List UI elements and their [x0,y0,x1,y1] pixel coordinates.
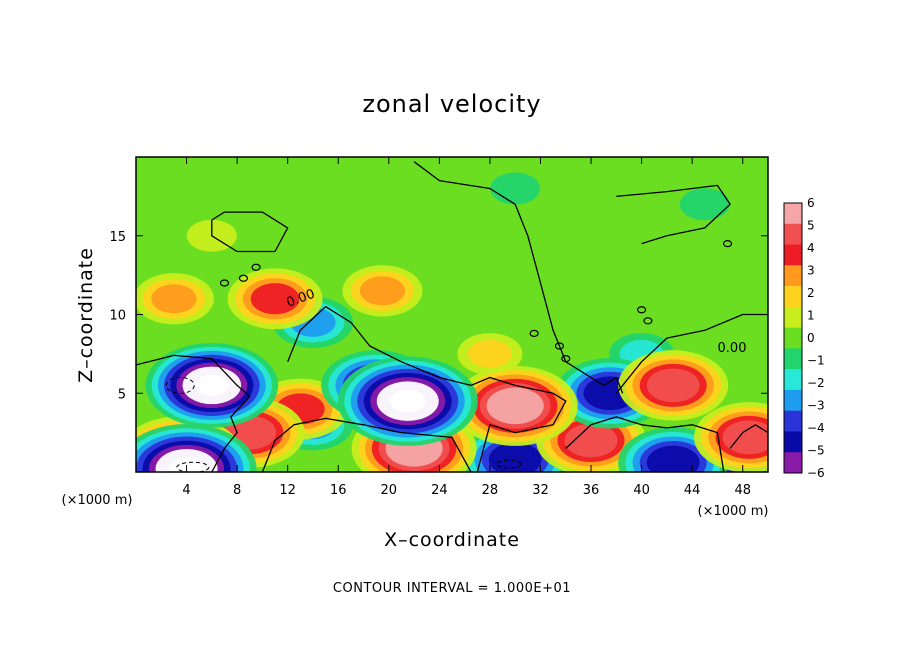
x-tick-label: 40 [633,483,650,498]
velocity-feature [694,402,768,472]
velocity-feature [679,188,730,221]
z-unit-label: (×1000 m) [62,493,133,508]
colorbar-swatch [784,369,802,391]
small-contour-loop [219,279,230,287]
velocity-feature [490,172,541,205]
x-tick-label: 20 [381,483,398,498]
zero-contour-line [615,313,768,394]
negative-contour [496,459,522,469]
x-tick-label: 44 [684,483,701,498]
colorbar-tick-label: 5 [807,219,815,233]
zero-contour-line [616,184,731,245]
colorbar-tick-label: 0 [807,331,815,345]
x-tick-label: 24 [431,483,448,498]
x-tick-label: 32 [532,483,549,498]
velocity-feature [227,268,323,330]
zero-contour-line [729,424,768,449]
zero-contours [136,161,768,472]
colorbar-tick-label: 3 [807,264,815,278]
colorbar-tick-label: 2 [807,286,815,300]
colorbar-tick-label: −5 [807,444,825,458]
colorbar: 6 5 4 3 2 1 0 −1 −2 −3 −4 −5 −6 [783,196,825,480]
colorbar-tick-label: −6 [807,466,825,480]
contour-interval-note: CONTOUR INTERVAL = 1.000E+01 [333,581,571,596]
x-unit-label: (×1000 m) [698,504,769,519]
negative-contour [165,376,195,394]
colorbar-swatch [784,223,802,245]
colorbar-swatch [784,452,802,474]
x-tick-label: 12 [279,483,296,498]
colorbar-swatch [784,389,802,411]
zero-contour-line [287,305,567,472]
chart-title: zonal velocity [362,90,541,118]
colorbar-tick-label: 6 [807,196,815,210]
colorbar-tick-label: −4 [807,421,825,435]
zero-contour-line [261,417,472,472]
small-contour-loop [643,317,653,325]
velocity-feature [342,265,423,317]
x-tick-label: 36 [583,483,600,498]
colorbar-tick-label: −2 [807,376,825,390]
velocity-feature [136,273,214,325]
y-axis-ticks: 5 10 15 [109,230,768,402]
velocity-feature [337,356,478,446]
zero-contour-line [136,354,251,472]
contour-label: 0.00 [718,341,747,356]
colorbar-swatch [784,265,802,287]
zero-contour-line [211,211,289,253]
colorbar-swatch [784,203,802,225]
colorbar-frame [783,202,803,474]
velocity-feature [618,350,729,421]
small-contour-loop [251,263,261,271]
x-tick-label: 48 [734,483,751,498]
colorbar-swatch [784,348,802,370]
zero-contour-line [565,416,725,472]
x-axis-label: X–coordinate [384,529,520,551]
velocity-feature [452,365,578,446]
colorbar-swatch [784,286,802,308]
colorbar-tick-label: −3 [807,399,825,413]
x-axis-ticks: 4 8 12 16 20 24 28 32 36 40 44 48 [182,157,751,498]
y-axis-label: Z–coordinate [75,247,97,383]
colorbar-swatch [784,431,802,453]
colorbar-swatch [784,410,802,432]
velocity-feature [457,333,523,375]
small-contour-loop [722,240,733,248]
x-tick-label: 28 [482,483,499,498]
small-contour-loop [636,306,647,314]
colorbar-tick-label: 4 [807,241,815,255]
y-tick-label: 5 [118,387,126,402]
x-tick-label: 4 [182,483,190,498]
y-tick-label: 15 [109,230,126,245]
velocity-field [136,157,768,472]
velocity-feature [145,342,279,428]
small-contour-loop [554,342,565,350]
x-tick-label: 8 [233,483,241,498]
colorbar-swatch [784,306,802,328]
x-tick-label: 16 [330,483,347,498]
small-contour-loop [238,274,249,282]
y-tick-label: 10 [109,309,126,324]
negative-contour [176,461,210,472]
colorbar-swatch [784,327,802,349]
velocity-feature [136,424,257,472]
colorbar-tick-label: −1 [807,354,825,368]
small-contour-loop [561,355,571,363]
zero-contour-line [413,161,624,394]
colorbar-tick-label: 1 [807,309,815,323]
small-contour-loop [529,329,539,337]
colorbar-swatch [784,244,802,266]
